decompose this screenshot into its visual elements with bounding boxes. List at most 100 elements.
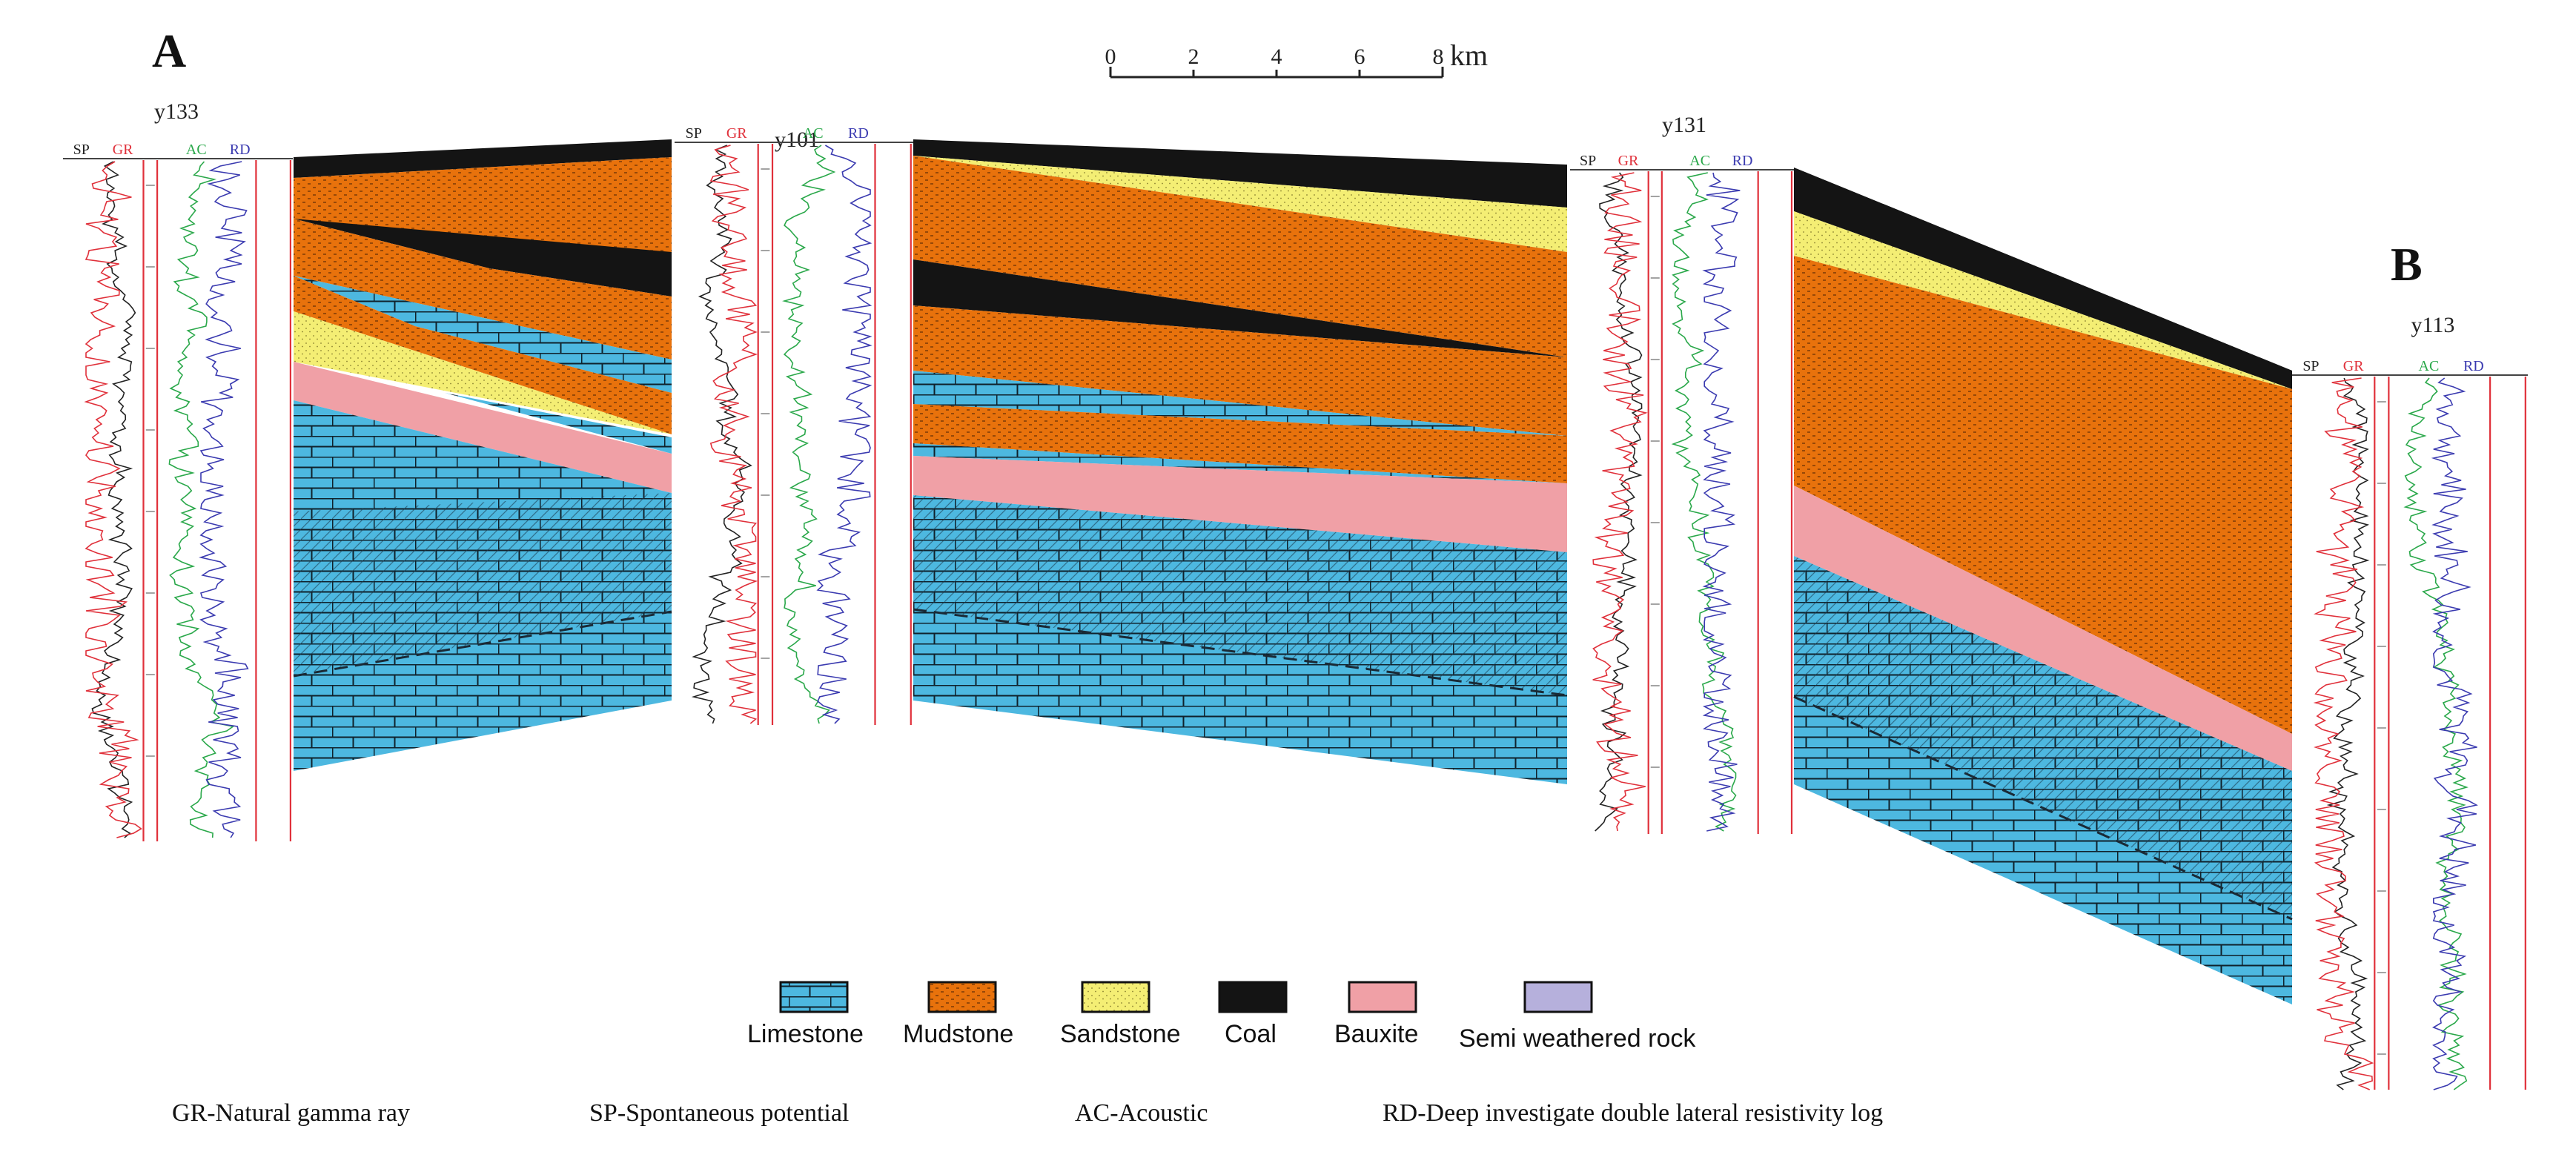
legend-swatch-bauxite: [1348, 981, 1417, 1013]
log-curve-sp: [2326, 377, 2370, 1090]
curve-label-rd: RD: [848, 125, 869, 142]
layer-bauxite: [294, 362, 672, 493]
legend-label-mudstone: Mudstone: [903, 1020, 1013, 1048]
scale-tick-0: 0: [1105, 44, 1116, 69]
section-label-a: A: [152, 24, 186, 77]
section-label-b: B: [2391, 238, 2423, 291]
log-curve-ac: [2403, 377, 2469, 1090]
legend-item-sandstone: Sandstone: [1060, 981, 1181, 1048]
definition-sp: SP-Spontaneous potential: [589, 1099, 849, 1127]
log-curve-gr: [2313, 377, 2374, 1090]
log-curve-ac: [1671, 172, 1737, 832]
log-curve-gr: [709, 145, 758, 724]
curve-label-sp: SP: [1580, 153, 1596, 169]
legend-swatch-limestone: [779, 981, 849, 1013]
legend-item-limestone: Limestone: [747, 981, 864, 1048]
scale-tick-2: 2: [1188, 44, 1199, 69]
curve-label-rd: RD: [2463, 358, 2484, 374]
curve-label-gr: GR: [2343, 358, 2364, 374]
limestone-hatch-zone: [294, 493, 672, 675]
log-curve-ac: [782, 145, 836, 724]
log-definitions: GR-Natural gamma ray SP-Spontaneous pote…: [172, 1099, 1883, 1127]
layer-mudstone: [913, 156, 1567, 357]
layer-mudstone: [913, 305, 1567, 436]
limestone-hatch-zone: [913, 495, 1567, 695]
curve-label-ac: AC: [186, 142, 207, 158]
lithology-legend: Limestone Mudstone Sandstone Coal Bauxit…: [747, 981, 1696, 1053]
curve-label-gr: GR: [726, 125, 747, 142]
log-curve-ac: [168, 161, 235, 838]
legend-label-semi-weathered-rock: Semi weathered rock: [1459, 1024, 1696, 1053]
layer-limestone: [913, 443, 1567, 483]
well-name: y101: [775, 128, 819, 152]
well-name: y131: [1662, 113, 1706, 137]
log-curve-rd: [2431, 377, 2478, 1090]
legend-item-coal: Coal: [1218, 981, 1288, 1048]
layer-coal: [294, 219, 672, 297]
curve-label-gr: GR: [1618, 153, 1639, 169]
layer-bauxite: [913, 456, 1567, 552]
curve-label-sp: SP: [73, 142, 90, 158]
log-curve-sp: [691, 145, 752, 724]
dashed-horizon: [913, 608, 1568, 697]
well-y113: y113 SP GR AC RD: [2292, 313, 2528, 1090]
legend-item-bauxite: Bauxite: [1334, 981, 1418, 1048]
legend-swatch-semi-weathered-rock: [1523, 981, 1593, 1013]
well-y101: y101 SP GR AC RD: [675, 125, 913, 725]
scale-unit: km: [1450, 39, 1488, 72]
curve-label-rd: RD: [230, 142, 251, 158]
correlation-panel-3: [1793, 168, 2293, 1004]
well-name: y133: [154, 99, 199, 124]
legend-swatch-coal: [1218, 981, 1288, 1013]
definition-rd: RD-Deep investigate double lateral resis…: [1383, 1099, 1883, 1127]
layer-mudstone: [294, 276, 672, 434]
log-curve-gr: [1592, 172, 1648, 832]
layer-coal: [913, 259, 1567, 357]
layer-sandstone: [294, 311, 672, 434]
layer-mudstone: [1794, 256, 2292, 734]
layer-sandstone: [1794, 211, 2292, 389]
well-name: y113: [2411, 313, 2455, 337]
log-curve-rd: [816, 145, 873, 724]
dashed-horizon: [1793, 695, 2293, 921]
scale-bar: 0 2 4 6 8 km: [1105, 39, 1488, 79]
curve-label-sp: SP: [686, 125, 702, 142]
definition-gr: GR-Natural gamma ray: [172, 1099, 410, 1127]
scale-tick-8: 8: [1433, 44, 1444, 69]
layer-mudstone: [294, 219, 672, 360]
layer-bauxite: [1794, 486, 2292, 771]
definition-ac: AC-Acoustic: [1075, 1099, 1208, 1127]
layer-coal: [294, 139, 672, 178]
curve-label-gr: GR: [113, 142, 133, 158]
legend-item-semi-weathered-rock: Semi weathered rock: [1459, 981, 1696, 1053]
legend-swatch-sandstone: [1081, 981, 1150, 1013]
scale-tick-4: 4: [1271, 44, 1282, 69]
log-curve-gr: [84, 161, 142, 838]
legend-label-sandstone: Sandstone: [1060, 1020, 1181, 1048]
legend-label-limestone: Limestone: [747, 1020, 864, 1048]
layer-coal: [1794, 168, 2292, 389]
curve-label-sp: SP: [2302, 358, 2319, 374]
correlation-panel-2: [913, 139, 1568, 784]
curve-label-ac: AC: [1689, 153, 1710, 169]
legend-swatch-mudstone: [927, 981, 997, 1013]
layer-limestone: [445, 393, 672, 454]
curve-label-ac: AC: [2419, 358, 2440, 374]
log-curve-rd: [1702, 172, 1741, 832]
curve-label-rd: RD: [1732, 153, 1753, 169]
layer-limestone: [913, 371, 1567, 436]
layer-limestone: [294, 276, 672, 393]
limestone-hatch-zone: [1794, 556, 2292, 919]
dashed-horizon: [293, 610, 672, 678]
legend-label-bauxite: Bauxite: [1334, 1020, 1418, 1048]
scale-tick-6: 6: [1354, 44, 1365, 69]
log-curve-rd: [199, 161, 249, 838]
correlation-panel-1: [293, 139, 672, 771]
curve-label-ac: AC: [803, 125, 824, 142]
layer-coal: [913, 139, 1567, 208]
legend-label-coal: Coal: [1225, 1020, 1277, 1048]
well-y131: y131 SP GR AC RD: [1570, 113, 1794, 834]
log-curve-sp: [1595, 172, 1643, 832]
